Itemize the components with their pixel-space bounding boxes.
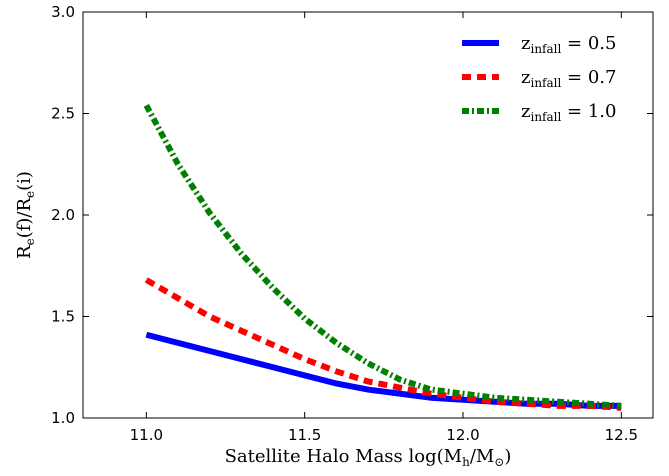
x-axis-label: Satellite Halo Mass log(Mh/M⊙) xyxy=(225,446,512,469)
x-tick-label: 12.5 xyxy=(605,426,638,444)
x-tick-label: 11.5 xyxy=(288,426,321,444)
ticks-layer: 11.0 11.5 12.0 12.5 1.0 1.5 2.0 2.5 3.0 xyxy=(51,3,653,444)
y-tick-label: 3.0 xyxy=(51,3,75,21)
legend-label-3: zinfall = 1.0 xyxy=(521,101,616,124)
y-tick-label: 2.5 xyxy=(51,105,75,123)
y-tick-label: 1.5 xyxy=(51,308,75,326)
x-tick-label: 11.0 xyxy=(130,426,163,444)
legend: zinfall = 0.5 zinfall = 0.7 zinfall = 1.0 xyxy=(462,33,616,124)
series-layer xyxy=(143,103,622,411)
legend-label-1: zinfall = 0.5 xyxy=(521,33,616,56)
series-line-3 xyxy=(143,103,622,409)
series-line-2 xyxy=(144,277,622,411)
x-tick-label: 12.0 xyxy=(446,426,479,444)
y-tick-label: 2.0 xyxy=(51,206,75,224)
y-tick-label: 1.0 xyxy=(51,409,75,427)
legend-label-2: zinfall = 0.7 xyxy=(521,67,616,90)
y-axis-label: Re(f)/Re(i) xyxy=(14,171,37,259)
